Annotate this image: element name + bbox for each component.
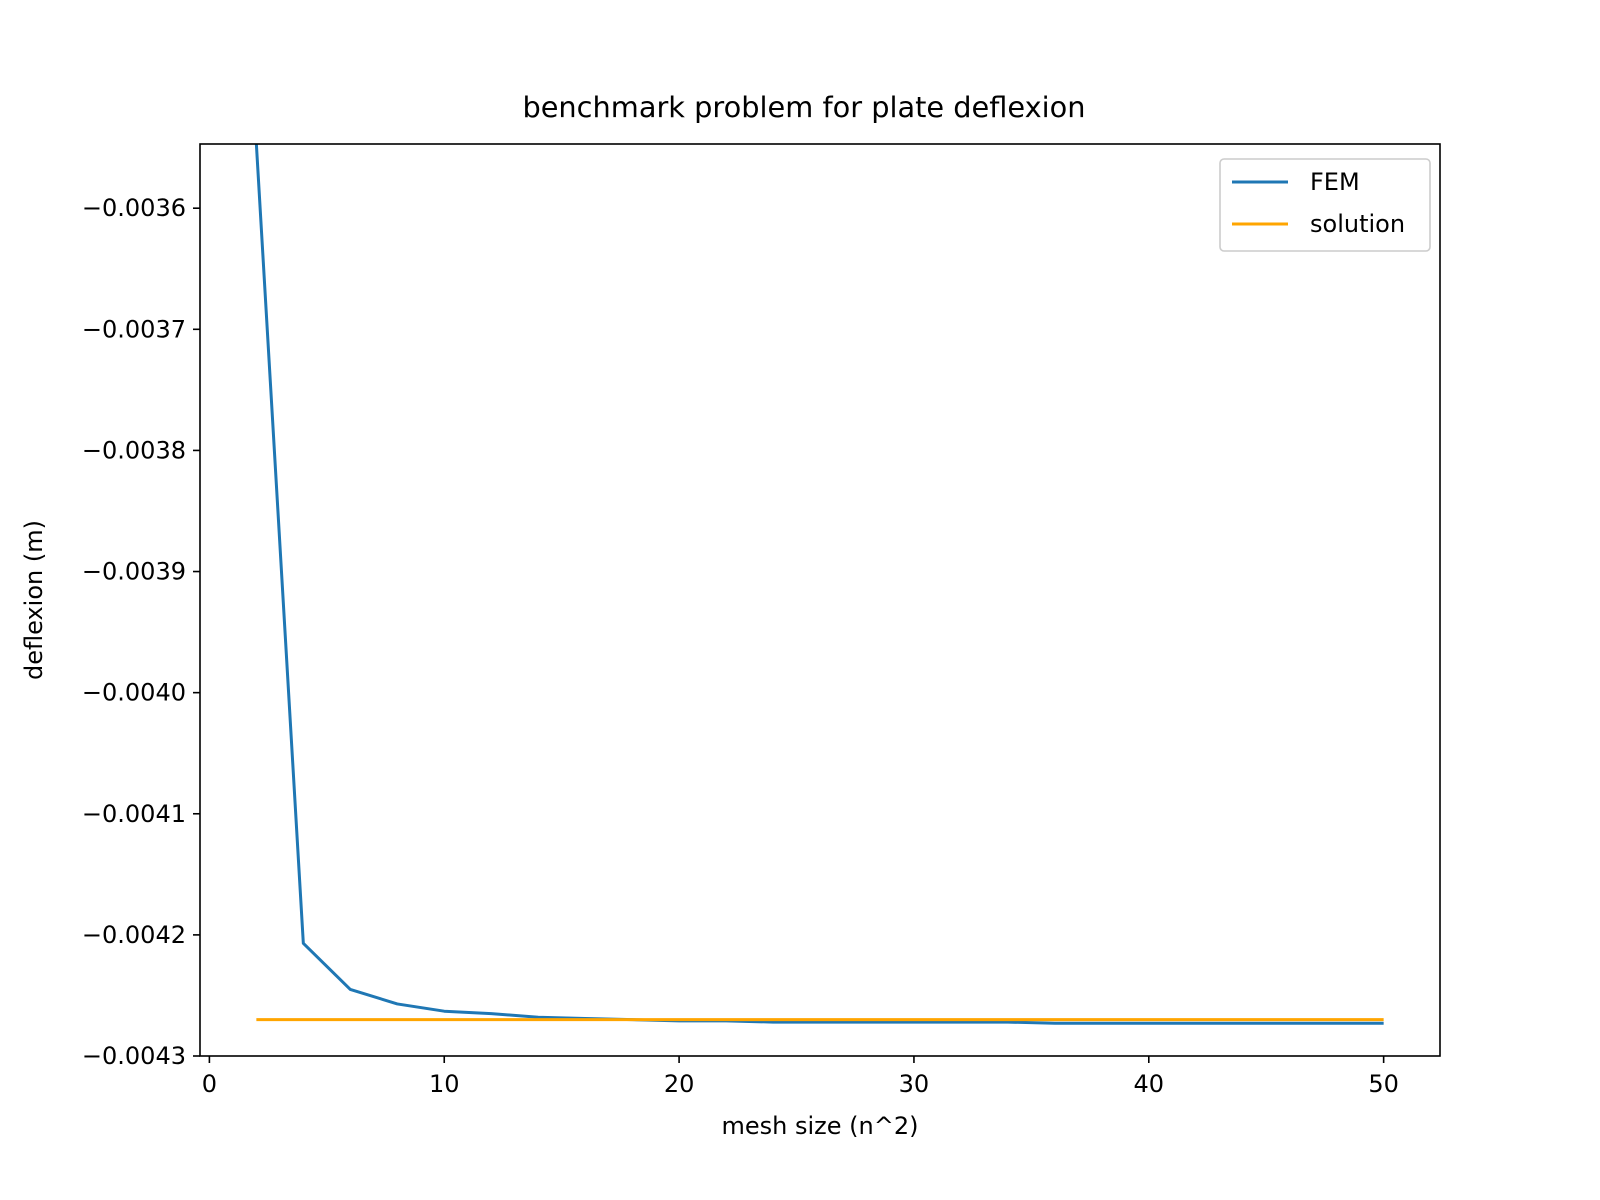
x-axis-label: mesh size (n^2)	[722, 1112, 919, 1140]
y-tick-label: −0.0036	[82, 194, 186, 222]
x-tick-label: 30	[899, 1070, 930, 1098]
y-tick-label: −0.0037	[82, 315, 186, 343]
y-tick-label: −0.0042	[82, 921, 186, 949]
y-axis: −0.0036 −0.0037 −0.0038 −0.0039 −0.0040 −0.00…	[82, 194, 200, 1070]
y-tick-label: −0.0038	[82, 436, 186, 464]
x-axis: 0 10 20 30 40 50	[202, 1056, 1399, 1098]
x-tick-label: 40	[1134, 1070, 1165, 1098]
legend-label-fem: FEM	[1310, 168, 1360, 196]
plot-area	[254, 143, 1384, 1025]
x-tick-label: 50	[1368, 1070, 1399, 1098]
legend: FEM solution	[1219, 158, 1431, 252]
y-axis-label: deflexion (m)	[20, 520, 48, 680]
series-line-fem	[254, 143, 1384, 1025]
y-tick-label: −0.0039	[82, 558, 186, 586]
legend-label-solution: solution	[1310, 210, 1405, 238]
y-tick-label: −0.0043	[82, 1042, 186, 1070]
y-tick-label: −0.0040	[82, 679, 186, 707]
y-tick-label: −0.0041	[82, 800, 186, 828]
plot-frame	[199, 143, 1441, 1057]
x-tick-label: 0	[202, 1070, 217, 1098]
x-tick-label: 10	[429, 1070, 460, 1098]
chart-title: benchmark problem for plate deflexion	[522, 90, 1085, 124]
x-tick-label: 20	[664, 1070, 695, 1098]
